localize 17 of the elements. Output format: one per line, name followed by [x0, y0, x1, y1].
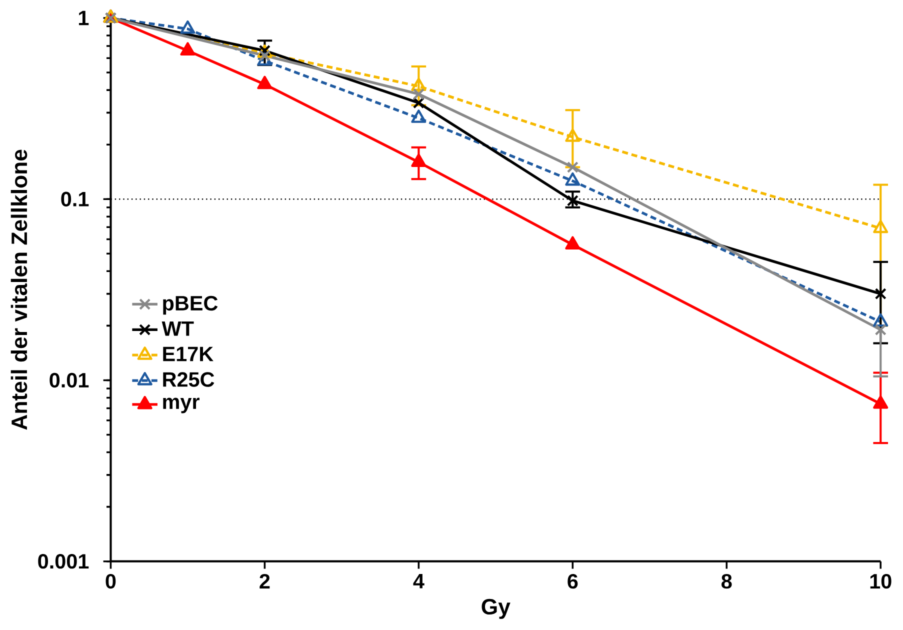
legend-label: myr [163, 398, 200, 414]
legend-label: pBEC [163, 296, 218, 315]
y-tick-label: 0.001 [38, 554, 89, 569]
legend-label: R25C [163, 372, 214, 387]
y-tick-label: 0.01 [50, 372, 89, 388]
legend-label: WT [162, 322, 194, 336]
x-tick-label: 8 [722, 574, 732, 589]
legend-label: E17K [163, 346, 214, 362]
x-tick-label: 6 [568, 574, 578, 589]
x-tick-label: 10 [870, 574, 892, 589]
y-tick-label: 0.1 [61, 192, 89, 207]
x-tick-label: 2 [260, 574, 270, 589]
x-axis-title: Gy [482, 598, 510, 620]
x-tick-label: 0 [106, 574, 116, 589]
x-tick-label: 4 [413, 574, 424, 588]
y-axis-title: Anteil der vitalen Zellklone [10, 150, 28, 430]
y-tick-label: 1 [78, 10, 89, 26]
